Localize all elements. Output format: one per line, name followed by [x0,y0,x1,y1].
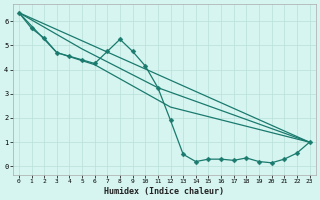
X-axis label: Humidex (Indice chaleur): Humidex (Indice chaleur) [104,187,224,196]
